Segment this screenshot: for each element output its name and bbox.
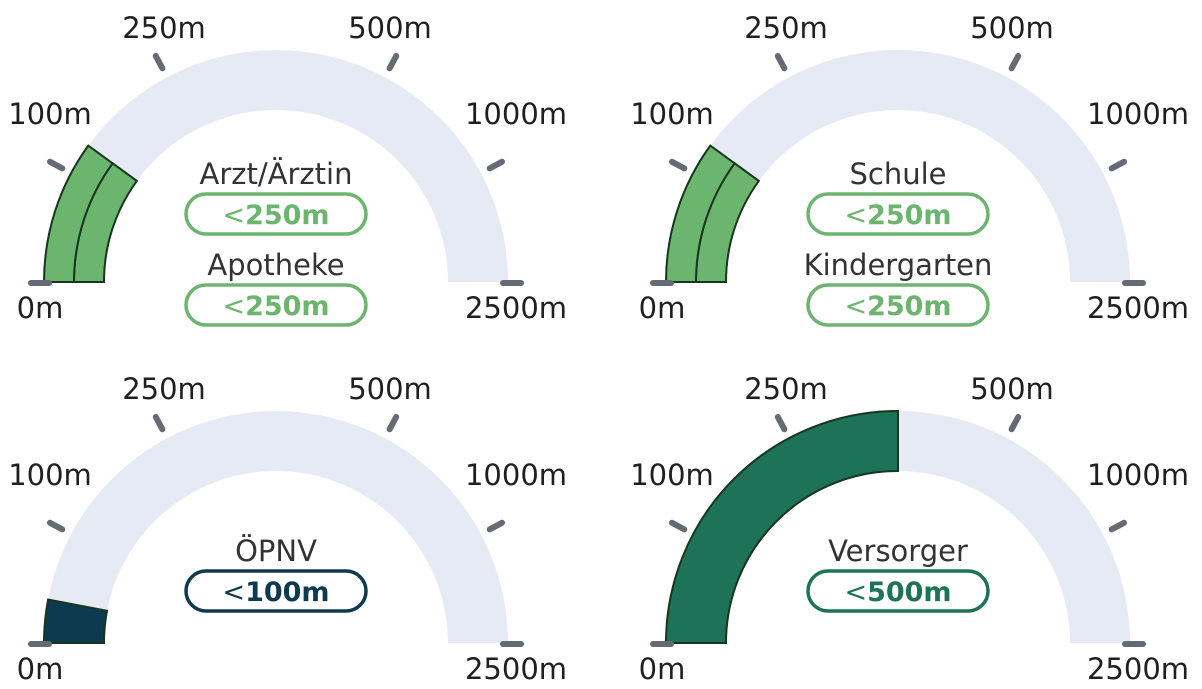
distance-badge-text: <250m: [844, 200, 951, 231]
scale-label: 250m: [744, 11, 828, 45]
scale-tick: [152, 53, 166, 72]
badge-prefix: <: [844, 291, 867, 322]
distance-badge: [806, 569, 990, 613]
scale-label: 250m: [122, 11, 206, 45]
metric-label: Arzt/Ärztin: [200, 157, 353, 191]
badge-value: 100m: [245, 577, 330, 608]
metric-label: Apotheke: [207, 248, 344, 282]
scale-label: 100m: [8, 458, 92, 492]
scale-label: 1000m: [465, 458, 567, 492]
scale-tick: [669, 158, 688, 172]
scale-label: 1000m: [465, 97, 567, 131]
scale-label: 0m: [639, 291, 686, 325]
badge-prefix: <: [222, 200, 245, 231]
scale-label: 100m: [630, 97, 714, 131]
distance-badge-text: <250m: [844, 291, 951, 322]
distance-badge: [184, 569, 368, 613]
scale-tick: [486, 158, 505, 172]
scale-tick: [774, 414, 788, 433]
badge-prefix: <: [844, 200, 867, 231]
badge-value: 250m: [867, 200, 952, 231]
scale-label: 500m: [348, 11, 432, 45]
scale-tick: [152, 414, 166, 433]
gauge-fill-versorger: [664, 409, 899, 644]
scale-tick: [669, 519, 688, 533]
distance-badge: [806, 192, 990, 236]
scale-label: 0m: [639, 652, 686, 686]
scale-label: 100m: [630, 458, 714, 492]
metric-label: Versorger: [828, 534, 968, 568]
gauge-oepnv: 0m 100m 250m 500m 1000m 2500m ÖPNV <100m: [8, 372, 567, 686]
scale-label: 250m: [122, 372, 206, 406]
badge-value: 250m: [245, 200, 330, 231]
distance-badge-text: <250m: [222, 200, 329, 231]
gauge-track: [666, 50, 1130, 282]
scale-label: 2500m: [465, 652, 567, 686]
distance-badge: [184, 283, 368, 327]
distance-badge-text: <250m: [222, 291, 329, 322]
metric-label: ÖPNV: [235, 534, 317, 568]
scale-tick: [386, 414, 400, 433]
badge-prefix: <: [222, 291, 245, 322]
badge-value: 250m: [867, 291, 952, 322]
scale-tick: [47, 519, 66, 533]
distance-badge-text: <100m: [222, 577, 329, 608]
gauge-fill-apotheke: [42, 144, 114, 283]
badge-prefix: <: [844, 577, 867, 608]
scale-label: 250m: [744, 372, 828, 406]
scale-label: 1000m: [1087, 458, 1189, 492]
gauge-fill-kindergarten: [664, 144, 736, 283]
scale-tick: [1108, 519, 1127, 533]
scale-label: 2500m: [1087, 652, 1189, 686]
gauge-arzt-apotheke: 0m 100m 250m 500m 1000m 2500m Arzt/Ärztin <250m…: [8, 11, 567, 327]
badge-prefix: <: [222, 577, 245, 608]
scale-label: 2500m: [1087, 291, 1189, 325]
scale-tick: [1008, 414, 1022, 433]
scale-label: 500m: [970, 11, 1054, 45]
scale-label: 1000m: [1087, 97, 1189, 131]
scale-tick: [774, 53, 788, 72]
badge-value: 500m: [867, 577, 952, 608]
scale-tick: [486, 519, 505, 533]
scale-label: 0m: [17, 652, 64, 686]
scale-tick: [1108, 158, 1127, 172]
scale-tick: [1008, 53, 1022, 72]
gauge-fill--pnv: [42, 598, 109, 644]
scale-label: 500m: [970, 372, 1054, 406]
distance-badge-text: <500m: [844, 577, 951, 608]
metric-label: Schule: [849, 157, 946, 191]
scale-label: 0m: [17, 291, 64, 325]
scale-label: 500m: [348, 372, 432, 406]
scale-tick: [386, 53, 400, 72]
metric-label: Kindergarten: [804, 248, 993, 282]
scale-label: 2500m: [465, 291, 567, 325]
distance-badge: [806, 283, 990, 327]
gauge-track: [44, 411, 508, 643]
scale-tick: [47, 158, 66, 172]
scale-label: 100m: [8, 97, 92, 131]
gauge-track: [44, 50, 508, 282]
gauge-schule-kindergarten: 0m 100m 250m 500m 1000m 2500m Schule <250m Kinde…: [630, 11, 1189, 327]
distance-badge: [184, 192, 368, 236]
badge-value: 250m: [245, 291, 330, 322]
gauge-versorger: 0m 100m 250m 500m 1000m 2500m Versorger <500m: [630, 372, 1189, 686]
